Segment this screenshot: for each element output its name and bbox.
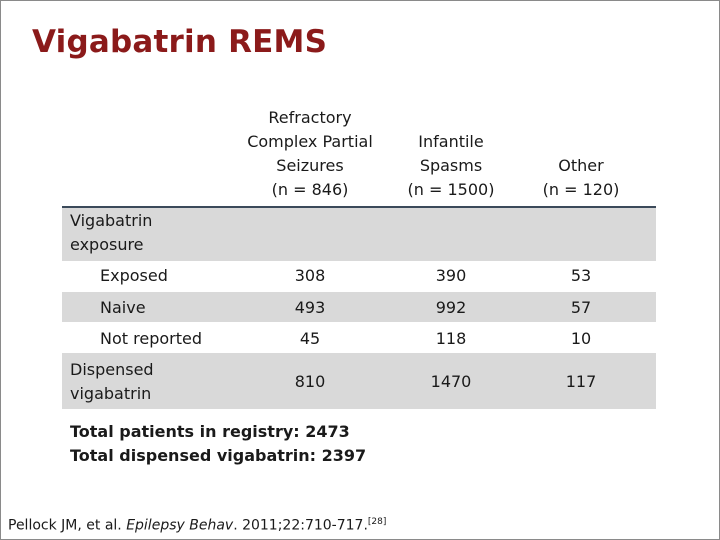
table-cell: 118 [435,329,467,348]
table-cell: 57 [570,298,592,317]
table-cell: 308 [294,266,326,285]
row-label-naive: Naive [100,298,146,317]
column-header-refractory: Refractory Complex Partial Seizures (n =… [240,106,380,202]
column-header-line: Complex Partial [247,132,373,151]
band-dispensed [62,353,656,409]
column-header-line: Infantile [418,132,484,151]
header-rule [62,206,656,208]
table-cell: 493 [294,298,326,317]
total-dispensed: Total dispensed vigabatrin: 2397 [70,446,367,465]
table-cell: 1470 [430,372,472,391]
table-cell: 10 [570,329,592,348]
column-header-line: Other [558,156,604,175]
column-header-line: (n = 120) [542,180,620,199]
column-header-other: Other (n = 120) [526,154,636,202]
band-naive [62,292,656,322]
citation-rest: . 2011;22:710-717. [233,517,368,534]
table-cell: 117 [565,372,597,391]
column-header-infantile: Infantile Spasms (n = 1500) [396,130,506,202]
table-cell: 390 [435,266,467,285]
column-header-line: Refractory [268,108,352,127]
section-label-line: exposure [70,235,144,254]
column-header-line: (n = 1500) [407,180,495,199]
total-patients: Total patients in registry: 2473 [70,422,350,441]
citation-journal: Epilepsy Behav [126,517,234,534]
row-label-not-reported: Not reported [100,329,202,348]
citation-authors: Pellock JM, et al. [8,517,127,534]
section-label-exposure: Vigabatrin exposure [70,209,152,257]
column-header-line: (n = 846) [271,180,349,199]
column-header-line: Spasms [419,156,483,175]
table-cell: 53 [570,266,592,285]
totals-block: Total patients in registry: 2473 Total d… [70,420,366,468]
column-header-line: Seizures [276,156,344,175]
citation: Pellock JM, et al. Epilepsy Behav. 2011;… [8,512,386,536]
section-label-dispensed: Dispensed vigabatrin [70,358,154,406]
table-cell: 810 [294,372,326,391]
citation-ref: [28] [367,517,387,527]
slide-title: Vigabatrin REMS [32,24,328,60]
table-cell: 45 [299,329,321,348]
row-label-exposed: Exposed [100,266,168,285]
section-label-line: Dispensed [70,360,154,379]
table-cell: 992 [435,298,467,317]
section-label-line: Vigabatrin [70,211,153,230]
section-label-line: vigabatrin [70,384,152,403]
band-exposure [62,207,656,261]
